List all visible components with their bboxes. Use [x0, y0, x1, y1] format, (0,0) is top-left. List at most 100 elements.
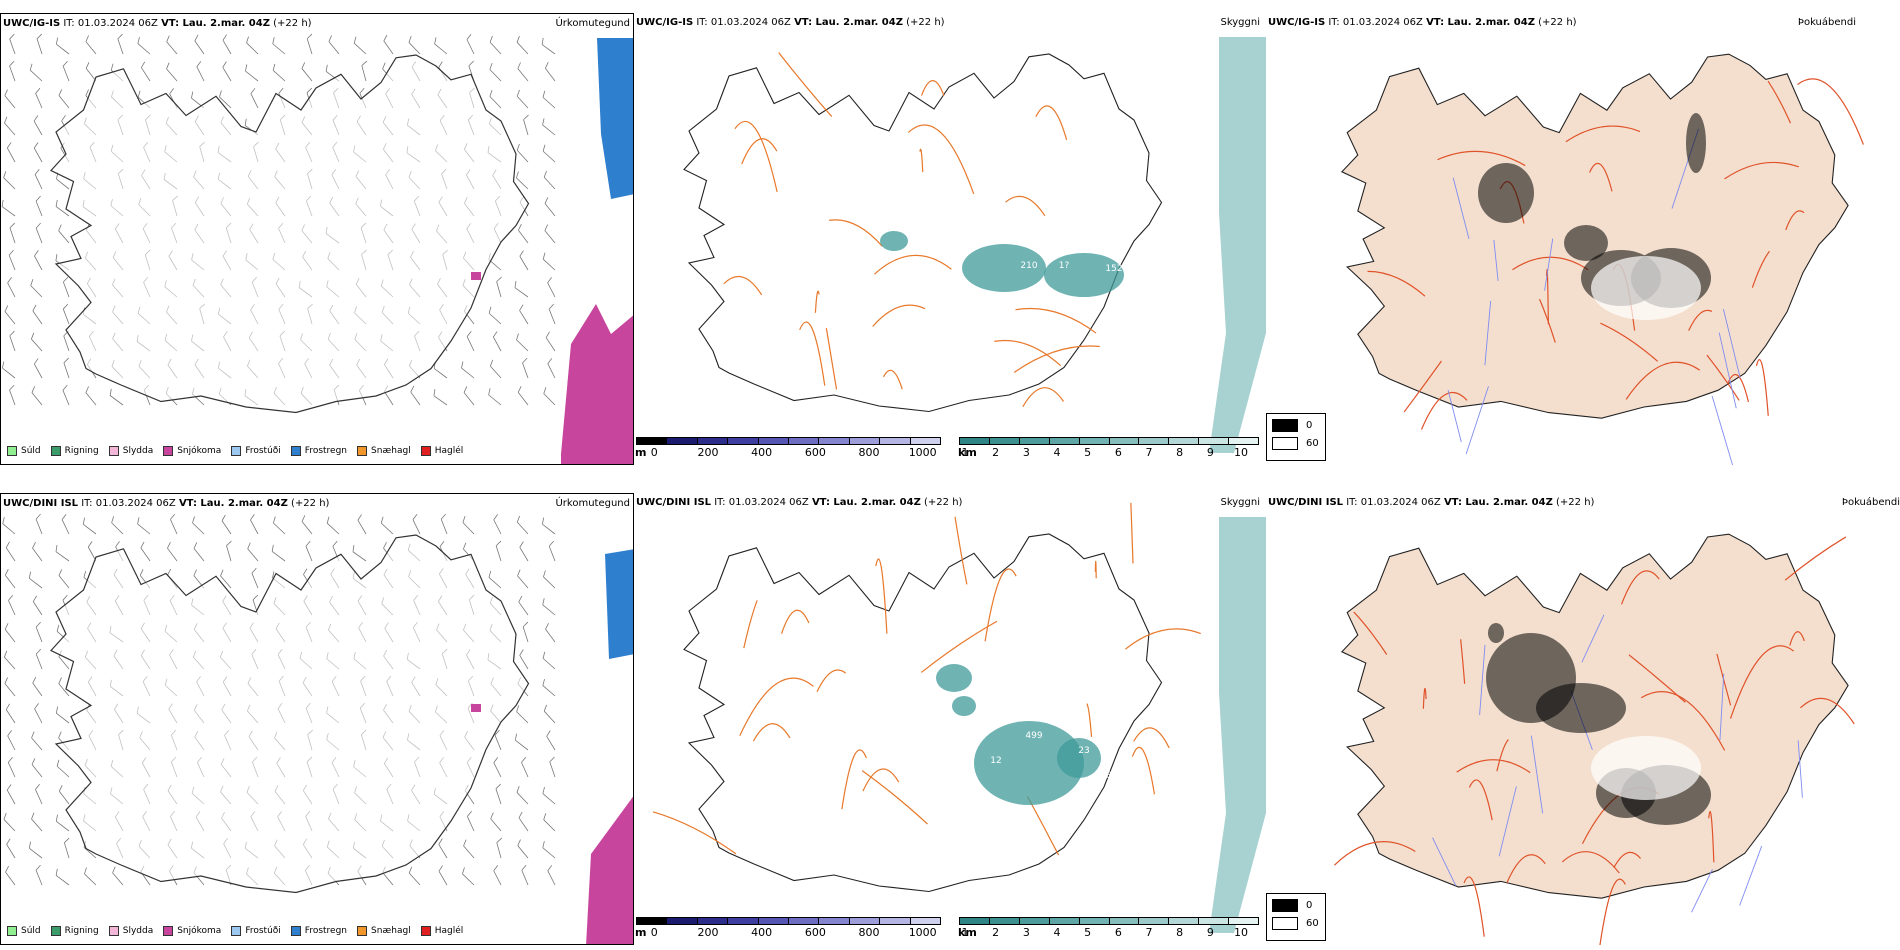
barb-staff — [247, 548, 259, 562]
barb-staff — [5, 574, 16, 589]
low-visibility-band — [1209, 37, 1266, 453]
fog-area — [1686, 113, 1706, 173]
barb-staff — [434, 43, 448, 55]
river-line — [1465, 386, 1489, 455]
barb-feather — [109, 388, 112, 396]
wind-barb — [494, 729, 502, 751]
wind-barb — [33, 142, 43, 163]
low-visibility-area — [962, 244, 1046, 292]
wind-barb — [32, 304, 43, 325]
low-visibility-area — [1057, 738, 1101, 778]
barb-feather — [5, 865, 9, 873]
wind-barb — [30, 332, 43, 352]
barb-feather — [29, 63, 33, 71]
barb-feather — [31, 812, 35, 820]
barb-staff — [301, 68, 313, 82]
legend-item: Súld — [7, 446, 41, 456]
barb-feather — [353, 36, 357, 44]
wind-barb — [170, 513, 178, 535]
barb-feather — [35, 783, 40, 790]
barb-staff — [466, 39, 475, 55]
road-line — [861, 770, 928, 825]
wind-barb — [489, 359, 502, 379]
road-line — [1131, 746, 1156, 795]
barb-feather — [83, 570, 87, 578]
barb-feather — [30, 332, 35, 340]
barb-feather — [303, 568, 308, 575]
barb-staff — [489, 69, 502, 82]
river-line — [1718, 332, 1737, 409]
wind-barb — [521, 756, 529, 778]
barb-staff — [8, 600, 16, 616]
river-line — [1544, 238, 1554, 291]
barb-feather — [516, 35, 520, 43]
wind-barb — [543, 387, 556, 406]
wind-barb — [140, 61, 151, 82]
wind-barb — [6, 838, 16, 859]
road-line — [919, 148, 924, 173]
barb-feather — [62, 594, 68, 601]
scale-tick-label: 200 — [697, 926, 719, 939]
road-line — [1727, 373, 1750, 403]
wind-barb — [519, 541, 529, 562]
scale-tick-label: 10 — [1234, 926, 1248, 939]
legend-swatch — [420, 446, 431, 456]
barb-feather — [222, 34, 227, 41]
barb-staff — [5, 547, 16, 562]
barb-feather — [543, 570, 546, 578]
wind-barb — [219, 90, 232, 109]
barb-feather — [544, 197, 549, 204]
road-line — [874, 254, 952, 275]
barb-feather — [6, 784, 12, 791]
barb-feather — [305, 540, 311, 547]
barb-staff — [543, 710, 556, 724]
barb-feather — [7, 277, 12, 284]
barb-staff — [272, 43, 286, 55]
snowfall-patch — [471, 704, 481, 712]
barb-feather — [2, 361, 5, 369]
road-line — [1130, 502, 1134, 564]
barb-staff — [7, 735, 16, 751]
scale-unit: km — [958, 446, 977, 459]
barb-feather — [489, 90, 493, 97]
wind-barb — [246, 36, 259, 55]
barb-feather — [9, 384, 15, 391]
barb-feather — [547, 277, 552, 284]
wind-barb — [9, 330, 16, 352]
barb-staff — [516, 42, 529, 55]
barb-feather — [219, 90, 222, 98]
barb-feather — [495, 783, 501, 790]
barb-staff — [6, 789, 16, 805]
scale-tick-label: 200 — [697, 446, 719, 459]
wind-barb — [58, 785, 70, 805]
barb-feather — [5, 541, 10, 548]
legend-item: Slydda — [108, 446, 153, 456]
barb-staff — [56, 765, 70, 778]
legend-item: Frostúði — [231, 926, 281, 936]
barb-feather — [28, 571, 31, 579]
barb-staff — [542, 258, 556, 271]
fog-key-row: 0 — [1272, 899, 1320, 912]
barb-staff — [542, 97, 556, 109]
barb-staff — [61, 519, 70, 535]
barb-staff — [488, 312, 502, 325]
wind-barb — [408, 35, 421, 55]
barb-staff — [58, 95, 70, 109]
wind-barb — [222, 34, 232, 55]
barb-feather — [32, 541, 36, 549]
wind-barb — [63, 837, 70, 859]
barb-staff — [31, 338, 43, 352]
barb-staff — [543, 819, 556, 832]
barb-staff — [545, 337, 556, 352]
barb-staff — [410, 391, 421, 406]
wind-barb — [352, 545, 367, 562]
barb-staff — [547, 282, 556, 298]
wind-barb — [222, 61, 232, 82]
barb-feather — [246, 36, 249, 43]
barb-staff — [85, 392, 97, 406]
wind-barb — [518, 595, 529, 616]
barb-feather — [490, 812, 494, 819]
barb-feather — [463, 542, 467, 550]
barb-staff — [87, 546, 97, 562]
barb-feather — [383, 34, 388, 42]
